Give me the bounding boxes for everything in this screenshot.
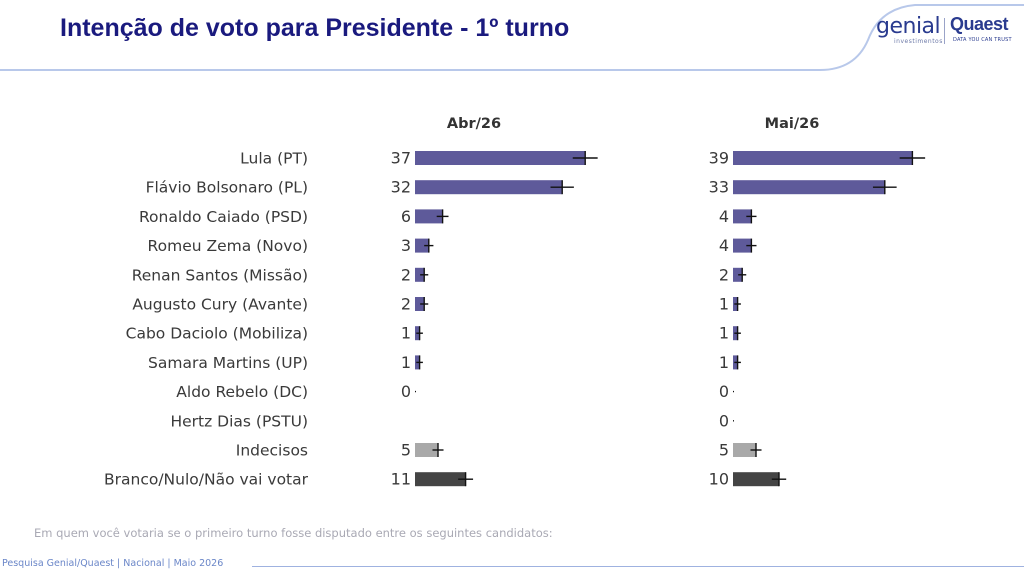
footnote: Em quem você votaria se o primeiro turno… — [34, 526, 553, 540]
data-label-mai-26-hertz-dias-pstu: 0 — [719, 411, 729, 430]
bar-mai-26-branco-nulo-nao-vai-votar — [733, 472, 779, 487]
data-label-mai-26-indecisos: 5 — [719, 441, 729, 460]
data-label-mai-26-aldo-rebelo-dc: 0 — [719, 382, 729, 401]
data-label-abr-26-aldo-rebelo-dc: 0 — [401, 382, 411, 401]
quaest-logo-subtext: DATA YOU CAN TRUST — [953, 37, 1012, 43]
series-header-abr-26: Abr/26 — [447, 116, 501, 132]
category-label-flavio-bolsonaro-pl: Flávio Bolsonaro (PL) — [146, 179, 308, 197]
data-label-mai-26-ronaldo-caiado-psd: 4 — [719, 207, 729, 226]
category-label-samara-martins-up: Samara Martins (UP) — [148, 354, 308, 372]
category-label-hertz-dias-pstu: Hertz Dias (PSTU) — [170, 412, 308, 430]
logo-divider — [944, 18, 945, 44]
category-label-renan-santos-missao: Renan Santos (Missão) — [132, 266, 308, 284]
category-label-ronaldo-caiado-psd: Ronaldo Caiado (PSD) — [139, 208, 308, 226]
data-label-mai-26-flavio-bolsonaro-pl: 33 — [709, 178, 729, 197]
series-header-mai-26: Mai/26 — [765, 116, 820, 132]
bar-abr-26-ronaldo-caiado-psd — [415, 209, 443, 224]
bar-mai-26-renan-santos-missao — [733, 267, 743, 282]
footer-line — [252, 566, 1024, 567]
data-label-abr-26-flavio-bolsonaro-pl: 32 — [391, 178, 411, 197]
data-label-abr-26-samara-martins-up: 1 — [401, 353, 411, 372]
bar-abr-26-indecisos — [415, 443, 438, 457]
category-label-aldo-rebelo-dc: Aldo Rebelo (DC) — [176, 383, 308, 401]
quaest-logo-text: Quaest — [950, 14, 1009, 34]
data-label-mai-26-renan-santos-missao: 2 — [719, 265, 729, 284]
category-label-lula-pt: Lula (PT) — [240, 150, 308, 168]
category-label-cabo-daciolo-mobiliza: Cabo Daciolo (Mobiliza) — [126, 325, 308, 343]
data-label-abr-26-branco-nulo-nao-vai-votar: 11 — [391, 470, 411, 489]
data-label-mai-26-romeu-zema-novo: 4 — [719, 236, 729, 255]
category-label-indecisos: Indecisos — [236, 442, 308, 460]
vote-intention-chart: Lula (PT) Flávio Bolsonaro (PL) Ronaldo Ca… — [104, 116, 926, 489]
data-label-mai-26-augusto-cury-avante: 1 — [719, 295, 729, 314]
bar-mai-26-indecisos — [733, 443, 756, 457]
data-label-mai-26-branco-nulo-nao-vai-votar: 10 — [709, 470, 729, 489]
bar-mai-26-romeu-zema-novo — [733, 238, 752, 253]
category-label-augusto-cury-avante: Augusto Cury (Avante) — [132, 296, 308, 314]
bar-mai-26-lula-pt — [733, 151, 913, 165]
data-label-mai-26-lula-pt: 39 — [709, 149, 729, 168]
data-label-mai-26-samara-martins-up: 1 — [719, 353, 729, 372]
category-label-branco-nulo-nao-vai-votar: Branco/Nulo/Não vai votar — [104, 471, 309, 489]
data-label-abr-26-augusto-cury-avante: 2 — [401, 295, 411, 314]
bar-abr-26-branco-nulo-nao-vai-votar — [415, 472, 466, 487]
footer-source: Pesquisa Genial/Quaest | Nacional | Maio… — [2, 558, 224, 569]
header-curve — [0, 4, 1024, 71]
bar-abr-26-augusto-cury-avante — [415, 297, 425, 311]
genial-logo-text: genial — [876, 14, 941, 39]
category-label-romeu-zema-novo: Romeu Zema (Novo) — [148, 237, 308, 255]
bar-abr-26-renan-santos-missao — [415, 267, 425, 282]
bar-mai-26-ronaldo-caiado-psd — [733, 209, 752, 224]
data-label-abr-26-cabo-daciolo-mobiliza: 1 — [401, 324, 411, 343]
page-title: Intenção de voto para Presidente - 1º tu… — [60, 14, 570, 42]
data-label-abr-26-romeu-zema-novo: 3 — [401, 236, 411, 255]
bar-mai-26-flavio-bolsonaro-pl — [733, 180, 885, 195]
genial-logo-subtext: investimentos — [894, 38, 943, 45]
data-label-abr-26-renan-santos-missao: 2 — [401, 265, 411, 284]
data-label-abr-26-ronaldo-caiado-psd: 6 — [401, 207, 411, 226]
bar-abr-26-lula-pt — [415, 151, 586, 165]
bar-abr-26-flavio-bolsonaro-pl — [415, 180, 563, 195]
data-label-mai-26-cabo-daciolo-mobiliza: 1 — [719, 324, 729, 343]
data-label-abr-26-indecisos: 5 — [401, 441, 411, 460]
data-label-abr-26-lula-pt: 37 — [391, 149, 411, 168]
bar-abr-26-romeu-zema-novo — [415, 238, 429, 253]
